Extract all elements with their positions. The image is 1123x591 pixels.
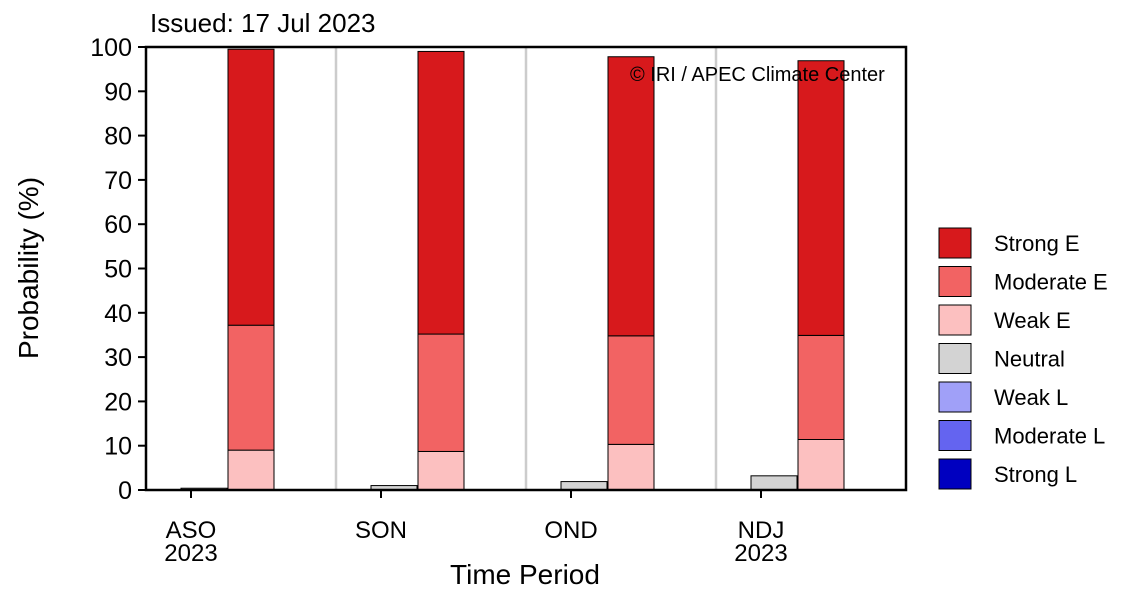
y-tick-label: 90 xyxy=(104,78,132,106)
legend-swatch xyxy=(938,227,972,259)
x-tick-label-year: 2023 xyxy=(164,540,217,567)
legend: Strong E Moderate E Weak E Neutral Weak L Mod… xyxy=(938,227,1108,490)
x-axis-label: Time Period xyxy=(450,559,600,590)
bar-segment-neutral xyxy=(750,475,798,491)
legend-label: Neutral xyxy=(994,347,1065,372)
y-tick-label: 30 xyxy=(104,344,132,372)
watermark: © IRI / APEC Climate Center xyxy=(630,64,885,86)
x-tick-label: OND xyxy=(544,517,597,544)
legend-swatch xyxy=(938,420,972,451)
x-tick-label: SON xyxy=(355,517,407,544)
y-tick-label: 50 xyxy=(104,256,132,284)
y-tick-label: 40 xyxy=(104,300,132,328)
legend-label: Moderate L xyxy=(994,424,1105,449)
bar-segment-strong-e xyxy=(797,60,845,336)
legend-swatch xyxy=(938,266,972,297)
legend-label: Strong E xyxy=(994,231,1080,256)
bar-segment-weak-e xyxy=(607,443,655,491)
legend-label: Weak L xyxy=(994,385,1068,410)
y-tick-label: 60 xyxy=(104,211,132,239)
y-axis-label: Probability (%) xyxy=(13,177,44,359)
bar-segment-moderate-e xyxy=(797,334,845,440)
y-tick-label: 10 xyxy=(104,433,132,461)
legend-swatch xyxy=(938,343,972,374)
bar-segment-weak-e xyxy=(797,438,845,491)
legend-label: Strong L xyxy=(994,462,1077,487)
bar-segment-strong-e xyxy=(227,48,275,326)
bar-segment-moderate-e xyxy=(227,324,275,451)
y-tick-label: 0 xyxy=(118,477,132,505)
bar-segment-strong-e xyxy=(417,50,465,335)
y-tick-label: 20 xyxy=(104,388,132,416)
legend-label: Moderate E xyxy=(994,270,1108,295)
bar-segment-weak-e xyxy=(417,450,465,491)
bar-segment-moderate-e xyxy=(607,335,655,445)
bar-segment-weak-e xyxy=(227,449,275,491)
bar-segment-moderate-e xyxy=(417,333,465,452)
legend-swatch xyxy=(938,381,972,413)
bar-segment-neutral xyxy=(560,481,608,491)
issued-date: Issued: 17 Jul 2023 xyxy=(150,8,376,38)
legend-swatch xyxy=(938,458,972,490)
legend-label: Weak E xyxy=(994,308,1071,333)
y-tick-label: 100 xyxy=(90,34,132,62)
legend-swatch xyxy=(938,304,972,336)
x-tick-label: NDJ xyxy=(738,517,785,544)
x-tick-label: ASO xyxy=(166,517,217,544)
bar-segment-strong-e xyxy=(607,56,655,337)
x-tick-label-year: 2023 xyxy=(734,540,787,567)
plot-frame xyxy=(144,45,908,492)
y-tick-label: 70 xyxy=(104,167,132,195)
y-tick-label: 80 xyxy=(104,123,132,151)
